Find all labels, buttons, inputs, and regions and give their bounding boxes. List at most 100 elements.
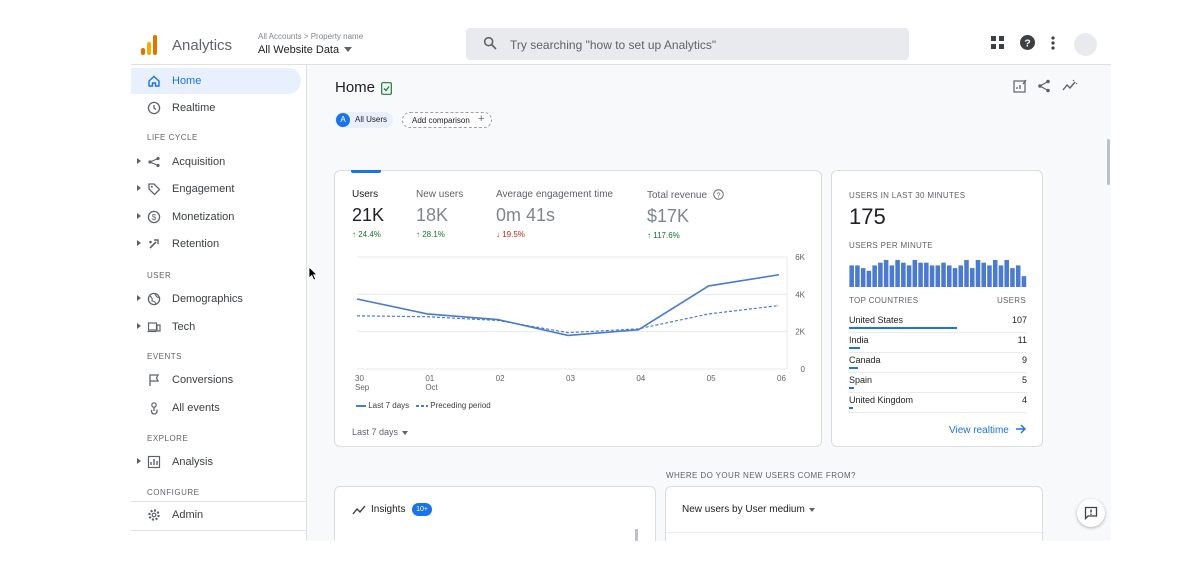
minute-bar[interactable] — [1021, 276, 1027, 287]
dollar-icon: $ — [147, 210, 161, 224]
add-comparison-button[interactable]: Add comparison + — [402, 112, 492, 128]
expand-arrow-icon[interactable] — [137, 295, 141, 301]
sidebar-item-acquisition[interactable]: Acquisition — [131, 149, 307, 175]
country-row[interactable]: Canada 9 — [849, 353, 1027, 373]
minute-bar[interactable] — [1004, 260, 1009, 287]
retention-icon — [149, 239, 159, 249]
sidebar-item-tech[interactable]: Tech — [131, 314, 307, 340]
chevron-down-icon[interactable] — [344, 47, 352, 52]
minute-bar[interactable] — [872, 265, 877, 287]
minute-bar[interactable] — [849, 265, 854, 287]
metric-total-revenue[interactable]: Total revenue ? $17K ↑ 117.6% — [647, 189, 724, 240]
minute-bar[interactable] — [895, 260, 900, 287]
minute-bar[interactable] — [981, 262, 987, 287]
avatar[interactable] — [1074, 33, 1097, 56]
chevron-down-icon[interactable] — [809, 508, 815, 512]
minute-bar[interactable] — [1015, 265, 1021, 287]
minute-bar[interactable] — [964, 260, 969, 287]
search-icon — [483, 36, 497, 50]
page-scrollbar[interactable] — [1107, 139, 1110, 185]
metric-new-users[interactable]: New users 18K ↑ 28.1% — [416, 189, 463, 239]
minute-bar[interactable] — [947, 265, 952, 287]
minute-bar[interactable] — [969, 268, 975, 287]
sidebar-item-demographics[interactable]: Demographics — [131, 286, 307, 312]
minute-bar[interactable] — [929, 265, 935, 287]
minute-bar[interactable] — [998, 265, 1004, 287]
apps-grid-icon[interactable] — [991, 36, 1004, 49]
search-bar[interactable]: Try searching "how to set up Analytics" — [466, 28, 909, 60]
svg-text:$: $ — [152, 213, 157, 222]
minute-bar[interactable] — [1010, 268, 1015, 287]
expand-arrow-icon[interactable] — [137, 213, 141, 219]
metric-engagement-time[interactable]: Average engagement time 0m 41s ↓ 19.5% — [496, 189, 613, 239]
sidebar-item-retention[interactable]: Retention — [131, 231, 307, 257]
metric-value: 21K — [352, 205, 385, 225]
expand-arrow-icon[interactable] — [137, 240, 141, 246]
minute-bar[interactable] — [860, 268, 866, 287]
info-icon[interactable]: ? — [713, 189, 724, 200]
minute-bar[interactable] — [941, 262, 946, 287]
sidebar-item-monetization[interactable]: $ Monetization — [131, 204, 307, 230]
insights-trend-icon[interactable] — [1062, 79, 1078, 93]
minute-bar[interactable] — [901, 262, 906, 287]
country-row[interactable]: Spain 5 — [849, 373, 1027, 393]
minute-bar[interactable] — [906, 265, 912, 287]
minute-bar[interactable] — [952, 268, 958, 287]
y-tick-label: 4K — [795, 290, 805, 299]
country-row[interactable]: United States 107 — [849, 313, 1027, 333]
sidebar-item-analysis[interactable]: Analysis — [131, 449, 307, 475]
property-selector[interactable]: All Website Data — [258, 44, 340, 56]
search-input[interactable]: Try searching "how to set up Analytics" — [510, 38, 717, 52]
help-icon[interactable]: ? — [1020, 35, 1035, 50]
svg-text:?: ? — [1024, 38, 1030, 49]
minute-bar[interactable] — [878, 262, 883, 287]
sidebar-item-realtime[interactable]: Realtime — [131, 95, 307, 121]
metric-users[interactable]: Users 21K ↑ 24.4% — [352, 189, 384, 239]
view-realtime-link[interactable]: View realtime — [949, 424, 1027, 436]
more-vert-icon[interactable] — [1051, 36, 1055, 50]
sidebar-item-admin[interactable]: Admin — [131, 502, 307, 528]
minute-bar[interactable] — [883, 260, 889, 287]
dimension-selector[interactable]: New users by User medium — [682, 504, 805, 515]
section-title-configure: CONFIGURE — [147, 488, 200, 497]
gear-icon — [148, 509, 160, 521]
minute-bar[interactable] — [935, 265, 941, 287]
clock-icon — [147, 101, 161, 115]
minute-bar[interactable] — [924, 262, 929, 287]
minute-bar[interactable] — [992, 260, 998, 287]
breadcrumb-path[interactable]: All Accounts > Property name — [258, 32, 364, 41]
analytics-logo-icon[interactable] — [141, 35, 159, 55]
country-users: 107 — [1011, 315, 1027, 325]
minute-bar[interactable] — [975, 260, 981, 287]
sidebar-item-engagement[interactable]: Engagement — [131, 176, 307, 202]
verified-page-icon[interactable] — [381, 82, 392, 95]
expand-arrow-icon[interactable] — [137, 458, 141, 464]
expand-arrow-icon[interactable] — [137, 185, 141, 191]
minute-bar[interactable] — [987, 265, 992, 287]
date-range-selector[interactable]: Last 7 days — [352, 427, 409, 437]
change-value: 117.6% — [653, 231, 680, 240]
country-row[interactable]: United Kingdom 4 — [849, 393, 1027, 413]
series-line-preceding-period[interactable] — [356, 304, 780, 334]
all-users-chip[interactable]: A All Users — [335, 112, 393, 128]
sidebar-item-all-events[interactable]: All events — [131, 395, 307, 421]
legend-current: Last 7 days — [356, 401, 409, 410]
metric-change: ↓ 19.5% — [496, 230, 525, 239]
feedback-button[interactable] — [1077, 499, 1105, 527]
minute-bar[interactable] — [866, 270, 872, 287]
expand-arrow-icon[interactable] — [137, 323, 141, 329]
minute-bar[interactable] — [958, 265, 964, 287]
minute-bar[interactable] — [855, 265, 860, 287]
minute-bar[interactable] — [889, 265, 895, 287]
country-row[interactable]: India 11 — [849, 333, 1027, 353]
sidebar-item-home[interactable]: Home — [131, 68, 301, 94]
customize-report-icon[interactable] — [1013, 79, 1027, 93]
share-icon[interactable] — [1037, 79, 1051, 93]
minute-bar[interactable] — [912, 260, 918, 287]
expand-arrow-icon[interactable] — [137, 158, 141, 164]
sidebar-item-conversions[interactable]: Conversions — [131, 367, 307, 393]
card-scrollbar[interactable] — [635, 529, 638, 541]
series-line-last-7-days[interactable] — [356, 273, 780, 337]
country-name: Spain — [849, 375, 873, 385]
minute-bar[interactable] — [918, 262, 923, 287]
